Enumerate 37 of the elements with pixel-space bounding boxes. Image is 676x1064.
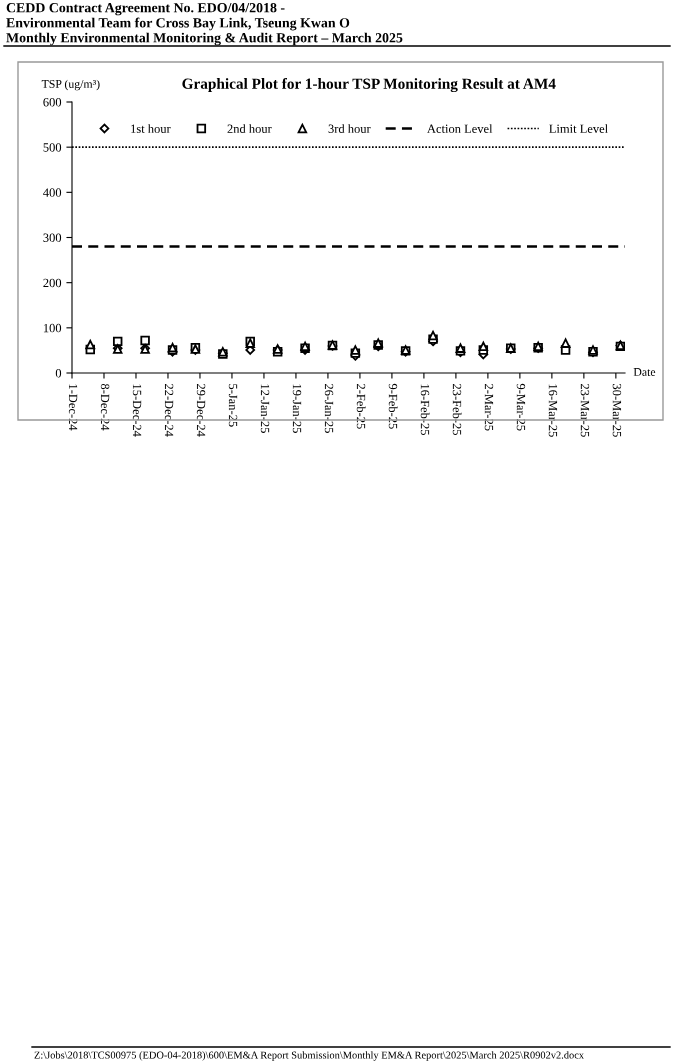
legend-label: Action Level	[427, 124, 493, 133]
x-tick-label: 19-Jan-25	[292, 384, 302, 433]
y-tick-label: 500	[43, 143, 62, 152]
y-tick-label: 0	[55, 369, 62, 378]
y-tick-label: 300	[43, 233, 62, 242]
y-tick-label: 400	[43, 188, 62, 197]
y-axis-title: TSP (ug/m³)	[41, 79, 100, 91]
x-tick-label: 30-Mar-25	[612, 384, 622, 437]
y-tick-label: 200	[43, 278, 62, 288]
x-tick-label: 12-Jan-25	[260, 384, 270, 433]
legend-label: Limit Level	[549, 124, 608, 133]
x-tick-label: 23-Mar-25	[580, 383, 590, 437]
x-tick-label: 15-Dec-24	[132, 384, 142, 437]
legend-label: 1st hour	[131, 124, 171, 133]
chart-title: Graphical Plot for 1-hour TSP Monitoring Result at AM4	[182, 77, 556, 93]
legend-label: 2nd hour	[227, 124, 272, 133]
x-tick-label: 16-Feb-25	[420, 384, 430, 435]
x-tick-label: 9-Feb-25	[388, 383, 398, 429]
x-tick-label: 1-Dec-24	[68, 384, 78, 431]
x-tick-label: 2-Feb-25	[356, 383, 366, 429]
x-tick-label: 2-Mar-25	[484, 383, 494, 431]
legend-label: 3rd hour	[328, 124, 371, 133]
x-tick-label: 16-Mar-25	[548, 384, 558, 437]
x-tick-label: 26-Jan-25	[324, 383, 334, 433]
y-tick-label: 600	[43, 98, 62, 107]
text: Z:\Jobs\2018\TCS00975 (EDO-04-2018)\600\EM&A Report Submission\Monthly EM&A Report\2025\March 2025\R0902v2.docx	[34, 1051, 584, 1061]
y-tick-label: 100	[43, 323, 62, 333]
text: Environmental Team for Cross Bay Link, Tseung Kwan O	[6, 17, 350, 31]
x-tick-label: 22-Dec-24	[164, 383, 174, 437]
x-tick-label: 29-Dec-24	[196, 383, 206, 437]
x-axis-title: Date	[633, 368, 656, 376]
x-tick-label: 23-Feb-25	[452, 383, 462, 435]
text: Monthly Environmental Monitoring & Audit Report – March 2025	[6, 32, 403, 46]
x-tick-label: 8-Dec-24	[100, 383, 110, 431]
x-tick-label: 9-Mar-25	[516, 383, 526, 431]
text: CEDD Contract Agreement No. EDO/04/2018 -	[6, 3, 285, 16]
x-tick-label: 5-Jan-25	[228, 384, 238, 427]
